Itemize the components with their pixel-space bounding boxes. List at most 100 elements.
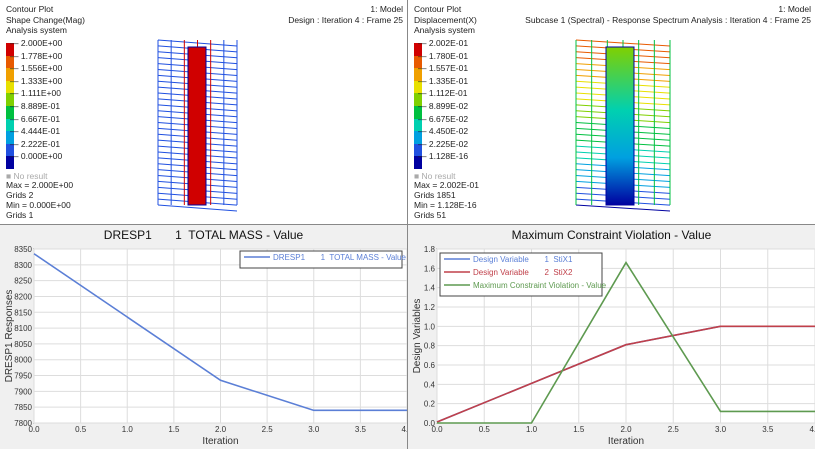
scale-info: ■ No result: [414, 171, 456, 181]
scale-info: ■ No result: [6, 171, 48, 181]
scale-label: — 8.899E-02: [418, 101, 469, 111]
y-tick-label: 8300: [14, 261, 32, 270]
series-line: [33, 253, 407, 412]
tower-model-shape-change: [157, 39, 238, 212]
x-tick-label: 0.5: [479, 425, 491, 434]
y-tick-label: 0.6: [424, 361, 436, 370]
color-band: [6, 80, 14, 94]
y-tick-label: 8250: [14, 277, 32, 286]
color-band: [414, 55, 422, 69]
legend-box: [239, 250, 403, 269]
contour-title: Contour Plot Shape Change(Mag) Analysis sy…: [6, 4, 85, 35]
y-tick-label: 7900: [14, 387, 32, 396]
scale-label: — 2.222E-01: [10, 138, 61, 149]
x-tick-label: 3.5: [762, 425, 774, 434]
color-band: [6, 55, 14, 69]
scale-info: Min = 0.000E+00: [6, 200, 71, 210]
x-tick-label: 3.5: [355, 425, 367, 434]
series-line: [437, 261, 815, 424]
scale-info: Grids 1: [6, 210, 34, 220]
x-tick-label: 1.5: [573, 425, 585, 434]
scale-label: — 8.889E-01: [10, 101, 61, 111]
scale-label: — 2.000E+00: [10, 38, 63, 48]
y-tick-label: 8150: [14, 308, 32, 317]
scale-label: — 4.444E-01: [10, 126, 61, 137]
x-tick-label: 2.0: [620, 425, 632, 434]
color-band: [6, 156, 14, 169]
scale-label: — 1.111E+00: [10, 88, 61, 99]
y-tick-label: 8100: [14, 324, 32, 333]
y-tick-label: 1.2: [424, 303, 436, 312]
y-tick-label: 7800: [14, 419, 32, 428]
contour-title: Contour Plot Displacement(X) Analysis syst…: [414, 4, 477, 35]
y-axis-label: DRESP1 Responses: [4, 290, 15, 383]
color-band: [414, 143, 422, 157]
scale-label: — 1.335E-01: [418, 75, 469, 86]
color-band: [6, 93, 14, 106]
core-wall: [605, 46, 635, 206]
series-line: [436, 325, 815, 423]
chart-title: DRESP1 1 TOTAL MASS - Value: [103, 228, 304, 242]
scale-label: — 1.333E+00: [10, 75, 63, 86]
color-band: [6, 131, 14, 144]
color-band: [414, 68, 422, 81]
legend-label: Maximum Constraint Violation - Value: [473, 281, 607, 290]
scale-info: Grids 1851: [414, 190, 456, 200]
tower-model-displacement: [575, 39, 671, 212]
color-band: [6, 68, 14, 81]
scale-label: — 1.128E-16: [418, 151, 469, 162]
scale-label: — 1.112E-01: [418, 88, 468, 99]
color-band: [414, 131, 422, 144]
view-info: 1: Model Design : Iteration 4 : Frame 25: [288, 4, 403, 25]
y-tick-label: 8050: [14, 340, 32, 349]
y-tick-label: 7950: [14, 372, 32, 381]
color-band: [414, 93, 422, 106]
legend-label: DRESP1 1 TOTAL MASS - Value: [273, 253, 406, 262]
y-tick-label: 1.0: [424, 322, 436, 331]
constraint-violation-chart: Maximum Constraint Violation - Value 0.0…: [408, 225, 815, 449]
y-tick-label: 8350: [14, 245, 32, 254]
scale-label: — 1.556E+00: [10, 63, 63, 74]
core-wall: [187, 46, 207, 206]
color-band: [6, 106, 14, 119]
color-band: [414, 43, 422, 56]
scale-info: Grids 2: [6, 190, 34, 200]
total-mass-chart: DRESP1 1 TOTAL MASS - Value 0.0 0.5 1.0 1.5…: [0, 225, 407, 449]
divider: [0, 224, 815, 225]
scale-info: Max = 2.002E-01: [414, 180, 479, 190]
y-tick-label: 0.4: [424, 380, 436, 389]
y-tick-label: 1.6: [424, 264, 436, 273]
chart-title: Maximum Constraint Violation - Value: [511, 228, 712, 242]
x-axis-label: Iteration: [202, 436, 238, 447]
x-tick-label: 1.5: [168, 425, 180, 434]
scale-info: Grids 51: [414, 210, 447, 220]
legend-label: Design Variable 2 StiX2: [473, 268, 573, 277]
y-tick-label: 0.8: [424, 342, 436, 351]
left-contour-view[interactable]: Contour Plot Shape Change(Mag) Analysis sy…: [0, 0, 407, 225]
color-band: [414, 118, 422, 132]
color-band: [414, 156, 422, 169]
y-tick-label: 0.2: [424, 400, 436, 409]
x-tick-label: 4.0: [401, 425, 407, 434]
x-tick-label: 4.0: [809, 425, 815, 434]
scale-label: — 2.002E-01: [418, 38, 469, 48]
color-band: [414, 80, 422, 94]
scale-info: Max = 2.000E+00: [6, 180, 74, 190]
x-tick-label: 3.0: [715, 425, 727, 434]
x-tick-label: 0.0: [431, 425, 443, 434]
right-contour-view[interactable]: Contour Plot Displacement(X) Analysis syst…: [408, 0, 815, 225]
scale-label: — 4.450E-02: [418, 126, 469, 137]
scale-label: — 2.225E-02: [418, 138, 469, 149]
floor-beam: [157, 204, 238, 212]
scale-label: — 6.675E-02: [418, 113, 469, 124]
scale-label: — 1.778E+00: [10, 50, 63, 61]
scale-label: — 6.667E-01: [10, 113, 61, 124]
x-tick-label: 2.5: [668, 425, 680, 434]
x-tick-label: 2.5: [262, 425, 274, 434]
y-tick-label: 0.0: [424, 419, 436, 428]
x-tick-label: 0.0: [28, 425, 40, 434]
x-tick-label: 3.0: [308, 425, 320, 434]
y-axis-label: Design Variables: [412, 299, 423, 374]
scale-label: — 1.780E-01: [418, 50, 469, 61]
color-band: [6, 118, 14, 132]
